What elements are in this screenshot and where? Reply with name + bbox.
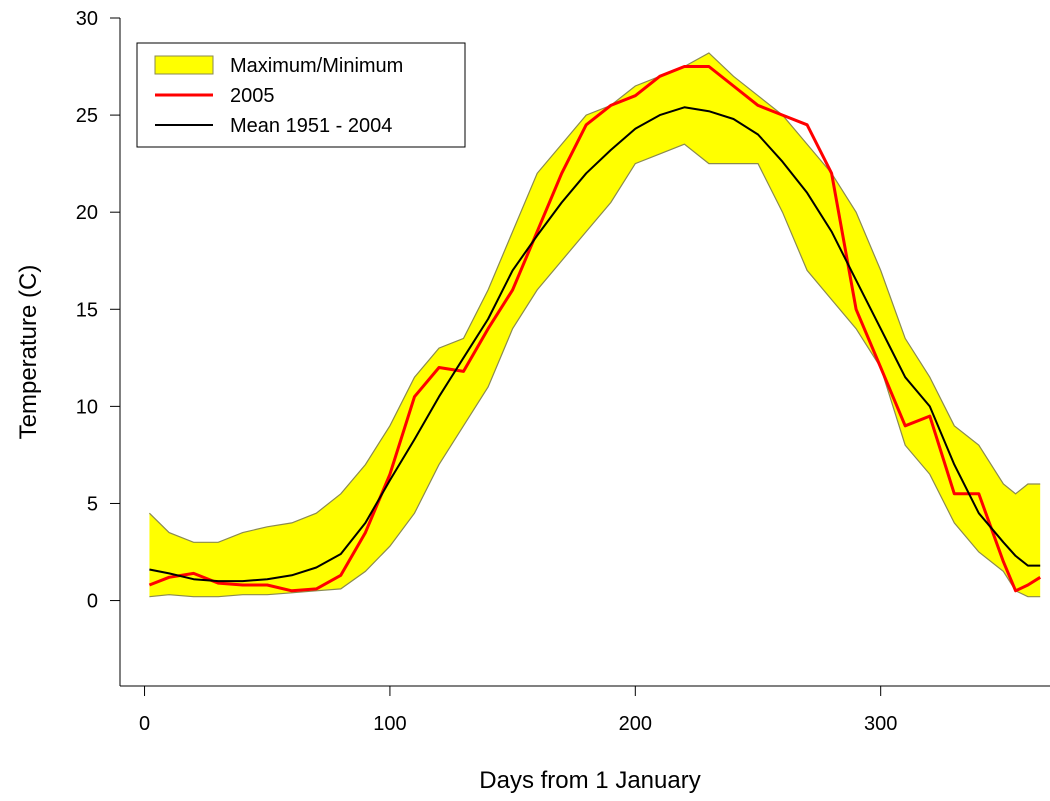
y-tick-label: 5 (87, 493, 98, 515)
x-tick-label: 200 (619, 713, 652, 735)
legend-label: 2005 (230, 85, 275, 107)
band-lower-edge (149, 143, 1041, 598)
y-tick-label: 15 (76, 299, 98, 321)
y-tick-label: 20 (76, 202, 98, 224)
plot-area (148, 52, 1041, 598)
x-tick-label: 300 (864, 713, 897, 735)
x-tick-label: 0 (139, 713, 150, 735)
y-tick-label: 25 (76, 105, 98, 127)
y-axis-label: Temperature (C) (15, 265, 42, 440)
x-tick-label: 100 (373, 713, 406, 735)
y-tick-label: 10 (76, 396, 98, 418)
legend-label: Maximum/Minimum (230, 55, 403, 77)
series-line (148, 65, 1041, 593)
y-tick-label: 30 (76, 8, 98, 30)
series-line (149, 106, 1041, 583)
legend-swatch (154, 55, 214, 75)
legend: Maximum/Minimum 2005 Mean 1951 - 2004 (136, 42, 466, 148)
x-axis-label: Days from 1 January (479, 767, 700, 794)
legend-label: Mean 1951 - 2004 (230, 115, 392, 137)
y-tick-label: 0 (87, 591, 98, 613)
band-fill (149, 52, 1041, 597)
